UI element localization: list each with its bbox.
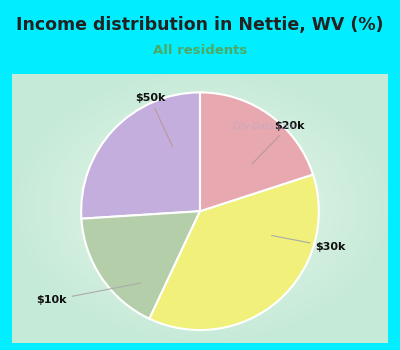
Text: $20k: $20k <box>252 121 304 164</box>
Text: All residents: All residents <box>153 44 247 57</box>
Wedge shape <box>81 92 200 219</box>
Wedge shape <box>150 175 319 330</box>
Text: $10k: $10k <box>36 283 140 305</box>
Text: Income distribution in Nettie, WV (%): Income distribution in Nettie, WV (%) <box>16 16 384 34</box>
Wedge shape <box>200 92 313 211</box>
Wedge shape <box>81 211 200 319</box>
Text: $50k: $50k <box>135 93 173 147</box>
Text: City-Data.com: City-Data.com <box>232 122 296 131</box>
Text: $30k: $30k <box>272 236 346 252</box>
